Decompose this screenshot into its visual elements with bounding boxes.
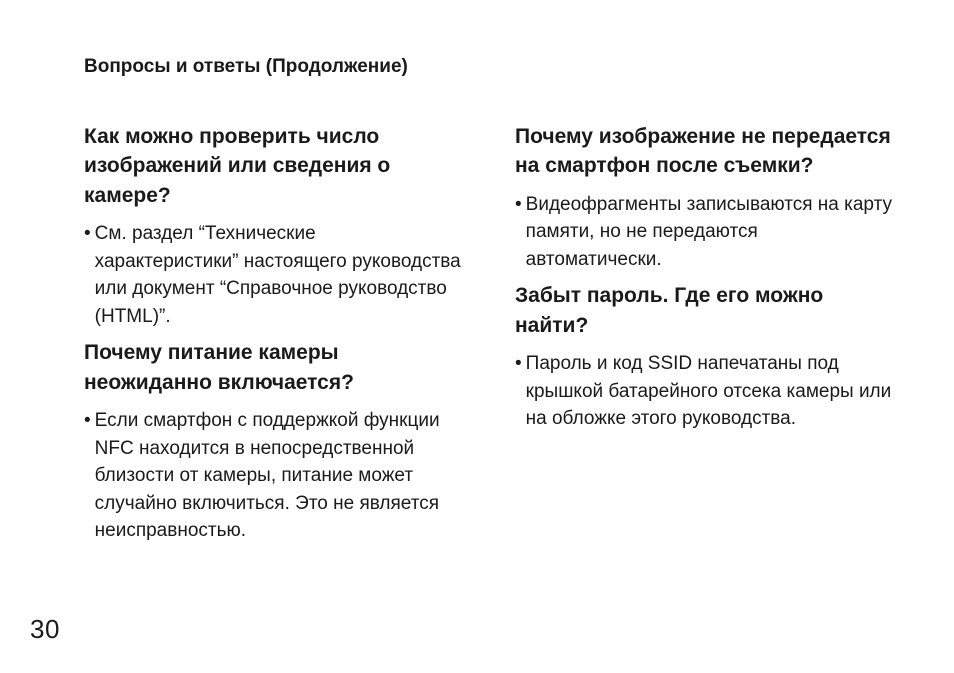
page-number: 30 bbox=[30, 614, 60, 645]
question-heading: Почему изображение не передается на смар… bbox=[515, 122, 892, 181]
answer-bullet: • Пароль и код SSID напечатаны под крышк… bbox=[515, 350, 892, 433]
qa-block: Почему изображение не передается на смар… bbox=[515, 122, 892, 273]
bullet-dot-icon: • bbox=[84, 407, 95, 545]
question-heading: Как можно проверить число изображений ил… bbox=[84, 122, 461, 210]
answer-bullet: • Видеофрагменты записываются на карту п… bbox=[515, 191, 892, 274]
bullet-dot-icon: • bbox=[515, 350, 526, 433]
qa-block: Как можно проверить число изображений ил… bbox=[84, 122, 461, 330]
answer-text: Видеофрагменты записываются на карту пам… bbox=[526, 191, 892, 274]
answer-text: См. раздел “Технические характеристики” … bbox=[95, 220, 461, 330]
answer-text: Если смартфон с поддержкой функции NFC н… bbox=[95, 407, 461, 545]
qa-block: Забыт пароль. Где его можно найти? • Пар… bbox=[515, 281, 892, 432]
answer-bullet: • Если смартфон с поддержкой функции NFC… bbox=[84, 407, 461, 545]
section-header: Вопросы и ответы (Продолжение) bbox=[84, 56, 892, 78]
bullet-dot-icon: • bbox=[84, 220, 95, 330]
question-heading: Забыт пароль. Где его можно найти? bbox=[515, 281, 892, 340]
left-column: Как можно проверить число изображений ил… bbox=[84, 122, 461, 551]
answer-text: Пароль и код SSID напечатаны под крышкой… bbox=[526, 350, 892, 433]
question-heading: Почему питание камеры неожиданно включае… bbox=[84, 338, 461, 397]
bullet-dot-icon: • bbox=[515, 191, 526, 274]
right-column: Почему изображение не передается на смар… bbox=[515, 122, 892, 551]
document-page: Вопросы и ответы (Продолжение) Как можно… bbox=[0, 0, 954, 673]
answer-bullet: • См. раздел “Технические характеристики… bbox=[84, 220, 461, 330]
qa-block: Почему питание камеры неожиданно включае… bbox=[84, 338, 461, 545]
two-column-layout: Как можно проверить число изображений ил… bbox=[84, 122, 892, 551]
